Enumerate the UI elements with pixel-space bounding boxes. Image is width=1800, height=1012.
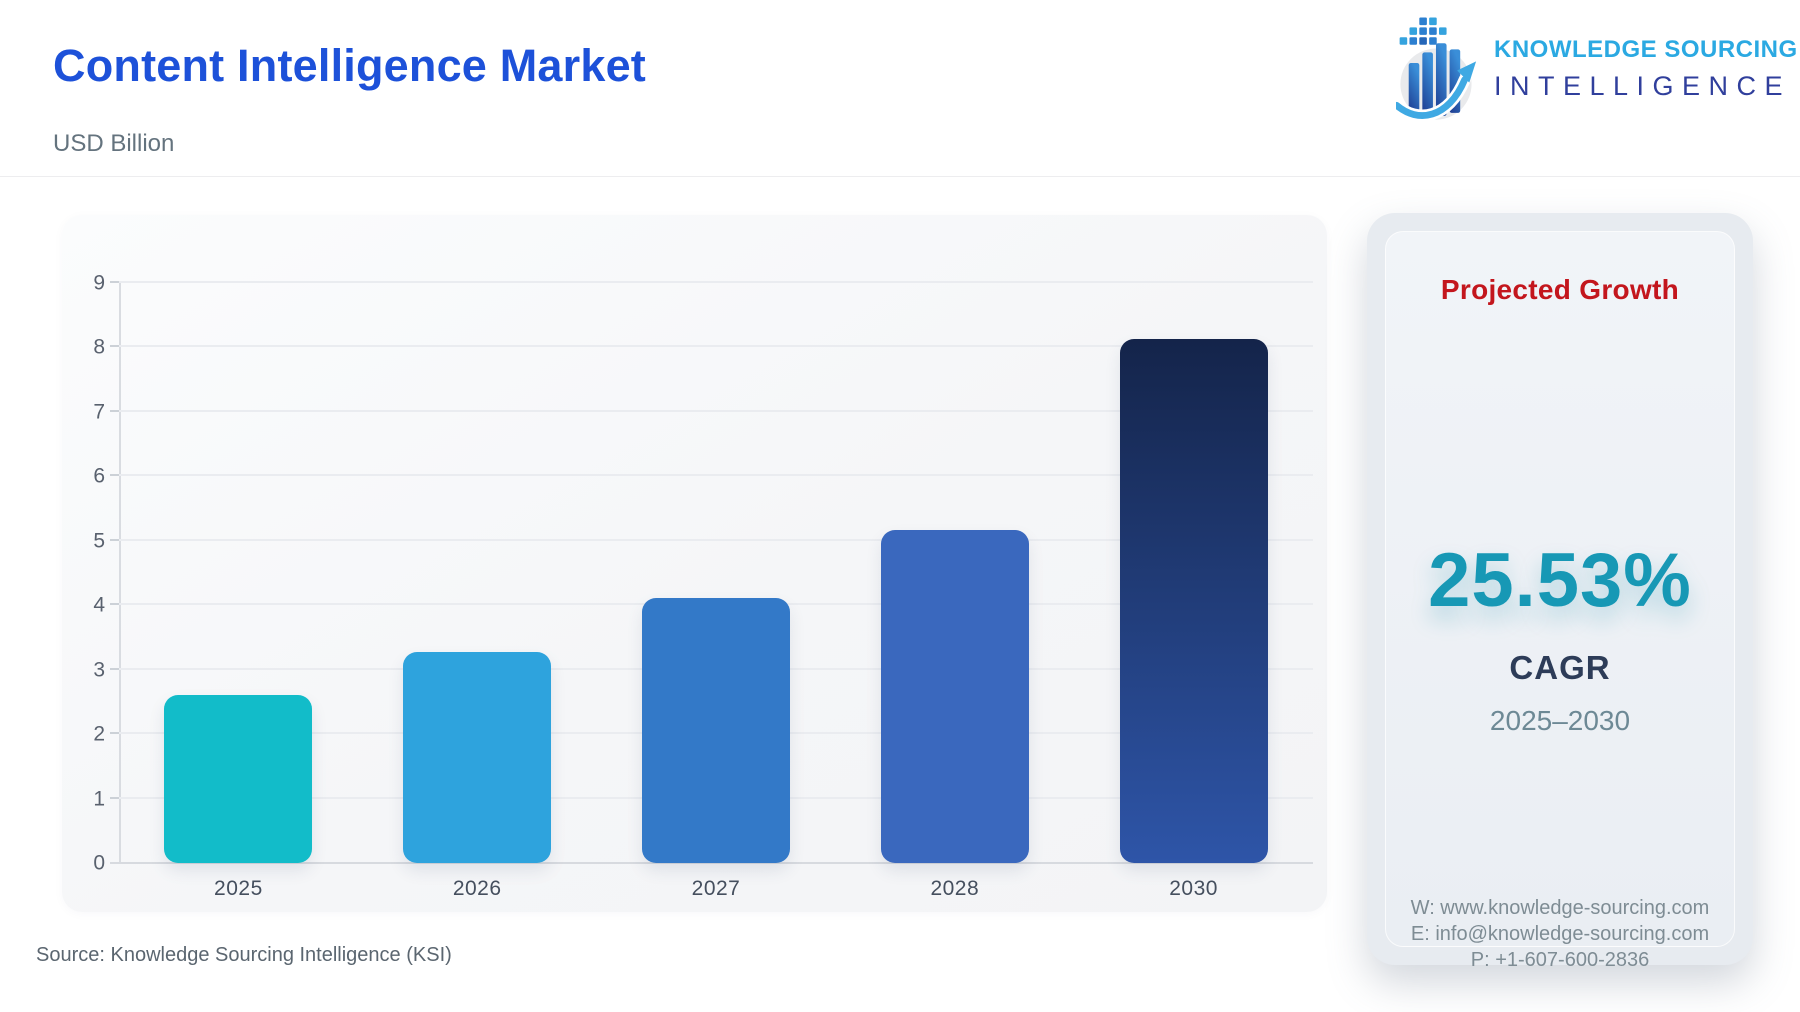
contact-phone: P: +1-607-600-2836 [1470,949,1650,971]
gridline [110,474,1313,477]
contact-block: W: www.knowledge-sourcing.com E: info@kn… [1386,895,1734,973]
x-axis-label-2027: 2027 [691,877,741,900]
y-tick-label: 9 [93,271,105,295]
logo-line2: INTELLIGENCE [1494,71,1792,101]
gridline [110,345,1313,348]
contact-website: W: www.knowledge-sourcing.com [1410,897,1710,919]
contact-email: E: info@knowledge-sourcing.com [1410,923,1710,945]
gridline [110,281,1313,283]
plot-area: 0 1 2 3 4 5 6 7 8 9 2025 2026 2027 2028 2030 [93,273,1313,900]
y-tick-label: 2 [93,722,105,746]
header-divider [0,176,1800,177]
x-axis-label-2026: 2026 [452,877,502,900]
gridline [110,409,1313,412]
y-tick-label: 5 [93,529,105,553]
x-axis-label-2025: 2025 [214,877,263,900]
projected-growth-panel: Projected Growth 25.53% CAGR 2025–2030 W… [1367,213,1753,971]
y-tick-label: 6 [93,464,105,488]
cagr-period: 2025–2030 [1489,705,1631,736]
company-logo: KNOWLEDGE SOURCING INTELLIGENCE [1396,16,1798,122]
x-axis-line [110,862,1313,864]
y-tick-label: 0 [93,851,105,875]
y-tick-label: 4 [93,593,105,617]
y-axis-labels: 0 1 2 3 4 5 6 7 8 9 [63,273,105,874]
bar-2028 [880,530,1029,863]
y-axis-line [119,283,121,863]
bar-2030 [1119,339,1268,863]
x-axis-label-2028: 2028 [930,877,980,900]
globe-barchart-arrow-icon [1396,17,1477,122]
y-tick-label: 1 [93,787,105,811]
cagr-value: 25.53% [1428,538,1692,623]
y-tick-label: 7 [93,400,105,424]
bar-2025 [164,694,313,863]
bar-2026 [403,651,552,863]
logo-text: KNOWLEDGE SOURCING INTELLIGENCE [1494,36,1798,102]
panel-title: Projected Growth [1440,274,1680,305]
cagr-label: CAGR [1509,649,1611,686]
y-tick-label: 8 [93,335,105,359]
projected-growth-card: Projected Growth 25.53% CAGR 2025–2030 W… [1385,231,1735,971]
bar-2027 [642,598,790,863]
chart-card: 0 1 2 3 4 5 6 7 8 9 2025 2026 2027 2028 2030 [62,215,1327,912]
y-tick-label: 3 [93,658,105,682]
page-title: Content Intelligence Market [53,40,646,91]
units-label: USD Billion [53,130,175,157]
logo-line1: KNOWLEDGE SOURCING [1494,36,1798,63]
source-note: Source: Knowledge Sourcing Intelligence … [36,944,452,966]
x-axis-label-2030: 2030 [1169,877,1218,900]
gridline [110,538,1313,541]
